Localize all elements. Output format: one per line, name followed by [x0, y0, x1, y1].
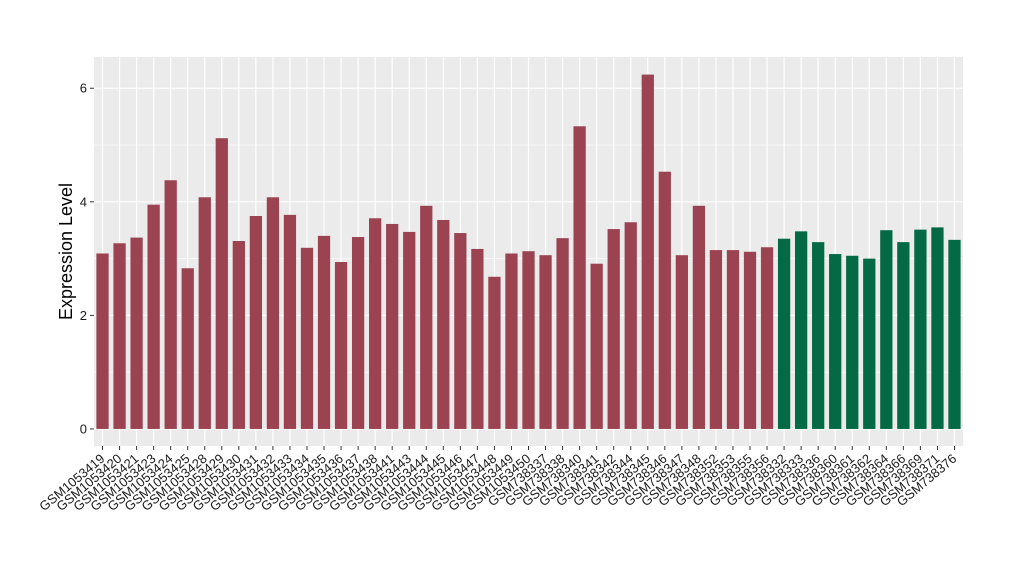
x-axis: GSM1053419GSM1053420GSM1053421GSM1053423… [36, 446, 959, 514]
bar-GSM1053441 [386, 223, 399, 429]
bar-GSM738332 [777, 238, 791, 429]
bar-GSM738364 [880, 230, 893, 429]
bar-GSM1053419 [96, 253, 109, 429]
bar-GSM738366 [897, 242, 910, 429]
bar-GSM1053430 [232, 240, 245, 429]
bar-GSM738340 [573, 126, 586, 429]
bar-GSM1053438 [369, 218, 382, 429]
bar-GSM1053448 [488, 276, 501, 429]
bar-GSM738360 [829, 254, 842, 429]
bar-GSM738337 [539, 255, 552, 429]
bar-GSM738348 [692, 205, 706, 429]
bar-GSM1053446 [454, 233, 467, 429]
bar-GSM1053423 [147, 204, 160, 429]
bar-GSM1053425 [181, 268, 194, 429]
bar-GSM738361 [846, 255, 859, 429]
bar-GSM738344 [624, 222, 637, 429]
bar-GSM738346 [658, 171, 671, 429]
bar-GSM1053431 [249, 216, 263, 429]
bar-GSM1053447 [471, 248, 484, 429]
bar-GSM738369 [914, 229, 927, 429]
bar-GSM1053421 [130, 237, 143, 429]
bar-GSM1053449 [505, 253, 518, 429]
bar-GSM1053428 [198, 197, 211, 429]
bar-GSM738371 [931, 227, 944, 429]
bar-GSM1053424 [164, 180, 177, 429]
bar-GSM738353 [726, 250, 740, 429]
bar-GSM1053434 [300, 247, 314, 429]
bar-GSM738345 [641, 74, 654, 429]
bar-GSM1053432 [266, 197, 280, 429]
bar-GSM738341 [590, 263, 603, 429]
bar-GSM1053450 [522, 251, 535, 429]
bars [96, 74, 961, 429]
bar-GSM738352 [709, 250, 723, 429]
bar-GSM738342 [607, 229, 620, 429]
bar-GSM738333 [794, 231, 808, 429]
y-tick-label: 0 [80, 421, 87, 436]
bar-GSM738338 [556, 238, 569, 429]
y-tick-label: 6 [80, 81, 87, 96]
bar-GSM738347 [675, 255, 688, 429]
y-tick-label: 4 [80, 194, 87, 209]
bar-GSM1053420 [113, 243, 126, 429]
bar-GSM1053445 [437, 219, 450, 429]
bar-GSM738362 [863, 258, 876, 429]
y-tick-label: 2 [80, 308, 87, 323]
bar-GSM1053429 [215, 138, 228, 429]
bar-GSM738356 [760, 247, 774, 429]
bar-GSM1053433 [283, 214, 297, 429]
bar-GSM1053443 [403, 231, 416, 429]
bar-GSM738376 [948, 239, 961, 429]
bar-GSM1053444 [420, 205, 433, 429]
bar-GSM1053435 [317, 235, 331, 429]
bar-GSM1053437 [351, 237, 365, 429]
bar-GSM738355 [743, 251, 757, 429]
bar-GSM738336 [812, 242, 825, 429]
y-axis-title: Expression Level [56, 183, 76, 320]
bar-GSM1053436 [334, 262, 348, 429]
y-axis: 0 2 4 6 [80, 81, 94, 436]
